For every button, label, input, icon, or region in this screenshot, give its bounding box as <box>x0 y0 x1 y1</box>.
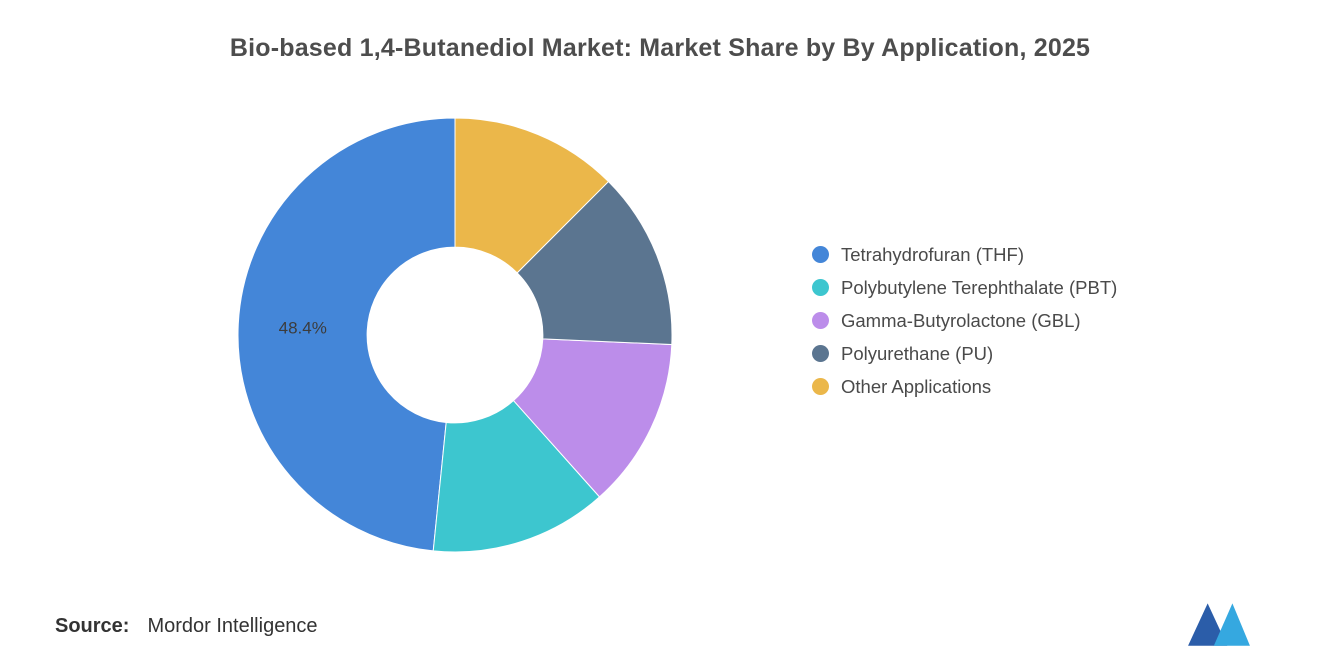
source-label: Source: <box>55 615 130 637</box>
slice-data-label: 48.4% <box>279 318 327 337</box>
legend-item: Polyurethane (PU) <box>812 342 1117 364</box>
legend-item-label: Other Applications <box>841 375 992 397</box>
legend-color-dot <box>812 246 829 263</box>
legend-item-label: Tetrahydrofuran (THF) <box>841 243 1024 265</box>
legend-color-dot <box>812 312 829 329</box>
logo-right-mountain <box>1213 603 1250 646</box>
donut-slice-1 <box>237 117 456 552</box>
legend-item: Other Applications <box>812 375 1117 397</box>
source-value: Mordor Intelligence <box>147 615 318 637</box>
donut-slice-3 <box>512 338 673 498</box>
donut-slice-2 <box>432 399 601 553</box>
mordor-intelligence-logo <box>1188 603 1250 646</box>
chart-title: Bio-based 1,4-Butanediol Market: Market … <box>229 34 1091 62</box>
legend-item-label: Polyurethane (PU) <box>841 342 994 364</box>
legend-item-label: Polybutylene Terephthalate (PBT) <box>841 276 1118 298</box>
source-line: Source: Mordor Intelligence <box>55 615 318 638</box>
legend-item: Gamma-Butyrolactone (GBL) <box>812 309 1117 331</box>
donut-chart: 48.4% <box>235 115 675 555</box>
legend-item-label: Gamma-Butyrolactone (GBL) <box>841 309 1081 331</box>
donut-slice-5 <box>454 117 610 274</box>
legend-item: Tetrahydrofuran (THF) <box>812 243 1117 265</box>
donut-slice-4 <box>516 180 673 346</box>
legend-color-dot <box>812 279 829 296</box>
chart-legend: Tetrahydrofuran (THF) Polybutylene Tereph… <box>812 243 1118 397</box>
logo-left-mountain <box>1188 603 1228 646</box>
donut-chart-svg: 48.4% <box>237 117 673 553</box>
legend-item: Polybutylene Terephthalate (PBT) <box>812 276 1118 298</box>
legend-color-dot <box>812 378 829 395</box>
legend-color-dot <box>812 345 829 362</box>
